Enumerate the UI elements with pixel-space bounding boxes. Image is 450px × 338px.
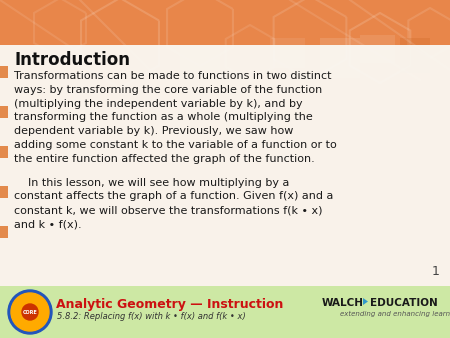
Text: and k • f(x).: and k • f(x). (14, 219, 81, 229)
Text: constant k, we will observe the transformations f(k • x): constant k, we will observe the transfor… (14, 205, 323, 215)
Text: constant affects the graph of a function. Given f(x) and a: constant affects the graph of a function… (14, 191, 333, 201)
Text: 1: 1 (432, 265, 440, 278)
Text: ways: by transforming the core variable of the function: ways: by transforming the core variable … (14, 85, 322, 95)
Bar (0, 146, 8, 158)
Text: Analytic Geometry — Instruction: Analytic Geometry — Instruction (56, 298, 284, 311)
Circle shape (22, 304, 38, 320)
Text: 5.8.2: Replacing f(x) with k • f(x) and f(k • x): 5.8.2: Replacing f(x) with k • f(x) and … (57, 312, 246, 321)
Text: (multiplying the independent variable by k), and by: (multiplying the independent variable by… (14, 99, 302, 108)
Bar (180, 45, 220, 70)
Bar (0, 66, 8, 78)
Text: Transformations can be made to functions in two distinct: Transformations can be made to functions… (14, 71, 332, 81)
Bar (0, 226, 8, 238)
Bar (0, 106, 8, 118)
Bar (320, 38, 360, 78)
Bar (400, 38, 430, 73)
Text: adding some constant k to the variable of a function or to: adding some constant k to the variable o… (14, 140, 337, 150)
Bar (270, 38, 305, 68)
Text: the entire function affected the graph of the function.: the entire function affected the graph o… (14, 154, 315, 164)
Bar (0, 286, 450, 338)
Text: CORE: CORE (22, 310, 37, 314)
Text: dependent variable by k). Previously, we saw how: dependent variable by k). Previously, we… (14, 126, 293, 136)
Text: Introduction: Introduction (14, 51, 130, 69)
Circle shape (8, 290, 52, 334)
Text: In this lesson, we will see how multiplying by a: In this lesson, we will see how multiply… (14, 177, 289, 188)
Circle shape (11, 293, 49, 331)
Polygon shape (363, 298, 368, 305)
Bar (0, 45, 450, 286)
Text: transforming the function as a whole (multiplying the: transforming the function as a whole (mu… (14, 113, 313, 122)
Bar (360, 35, 395, 63)
Bar (0, 186, 8, 198)
Text: WALCH: WALCH (322, 298, 364, 308)
Text: extending and enhancing learning: extending and enhancing learning (340, 311, 450, 317)
Text: EDUCATION: EDUCATION (370, 298, 438, 308)
